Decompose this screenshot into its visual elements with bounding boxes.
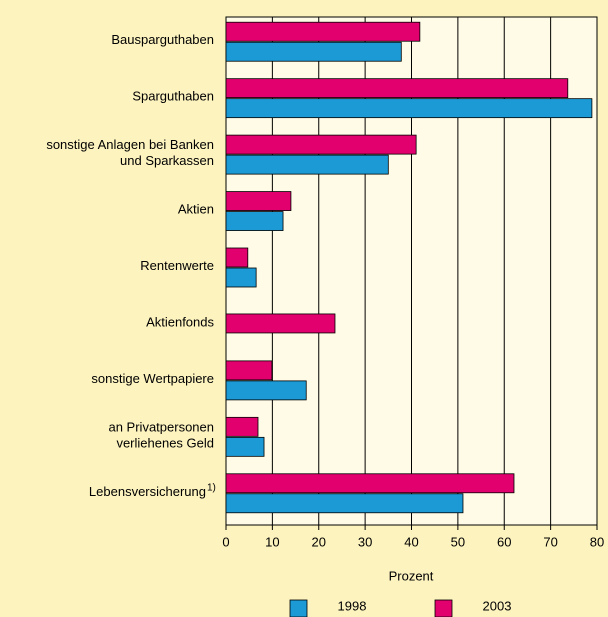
x-tick-label: 0: [222, 534, 229, 549]
bar: [225, 98, 593, 119]
x-tick-label: 60: [497, 534, 511, 549]
bar: [225, 267, 257, 288]
y-tick-label: Lebensversicherung: [89, 484, 206, 499]
x-tick-label: 40: [404, 534, 418, 549]
y-tick-label: an Privatpersonen verliehenes Geld: [108, 420, 214, 451]
bar: [225, 21, 421, 42]
bar: [225, 211, 284, 231]
legend-label: 2003: [483, 598, 512, 613]
y-tick-label: sonstige Wertpapiere: [91, 371, 214, 386]
x-tick-label: 70: [543, 534, 557, 549]
x-tick-label: 50: [451, 534, 465, 549]
x-tick-label: 10: [265, 534, 279, 549]
legend-swatch: [434, 599, 453, 617]
y-tick-label: sonstige Anlagen bei Banken und Sparkasse…: [46, 138, 214, 169]
bar: [225, 473, 515, 494]
bar: [225, 134, 417, 155]
y-tick-label: Bausparguthaben: [111, 33, 214, 48]
x-tick-label: 80: [590, 534, 604, 549]
bar: [225, 78, 569, 99]
bar: [225, 191, 292, 211]
y-tick-label: Rentenwerte: [140, 258, 214, 273]
y-tick-label: Sparguthaben: [132, 89, 214, 104]
y-tick-label: Aktienfonds: [146, 315, 214, 330]
legend-swatch: [289, 599, 308, 617]
bar: [225, 154, 389, 175]
y-tick-label: Aktien: [178, 202, 214, 217]
x-tick-label: 20: [312, 534, 326, 549]
bar: [225, 247, 249, 268]
legend-label: 1998: [338, 598, 367, 613]
bar: [225, 416, 259, 437]
x-tick-label: 30: [358, 534, 372, 549]
footnote-mark: 1): [207, 482, 216, 493]
bar: [225, 313, 336, 334]
bar: [225, 360, 273, 381]
bar: [225, 493, 464, 514]
bar: [225, 436, 265, 457]
bar: [225, 380, 307, 401]
bar: [225, 41, 402, 62]
x-axis-label: Prozent: [389, 568, 434, 583]
